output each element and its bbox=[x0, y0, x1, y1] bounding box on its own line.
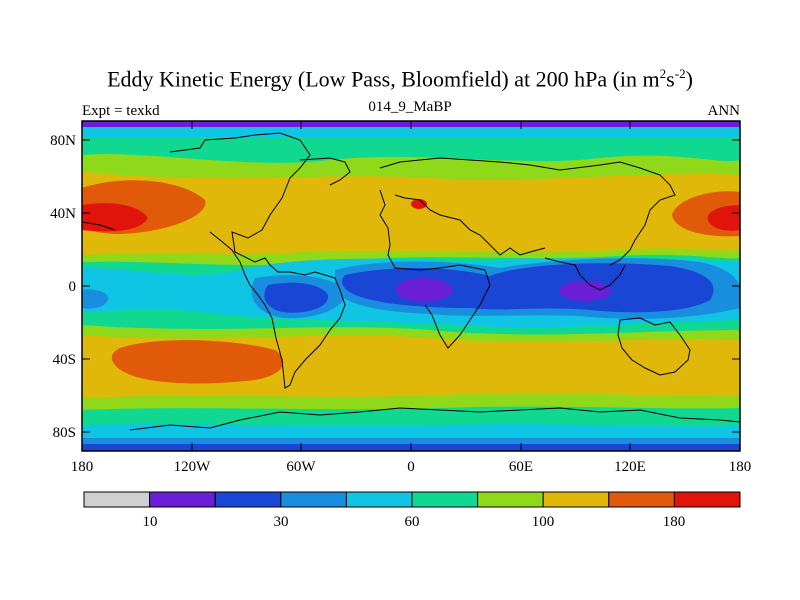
colorbar-swatch bbox=[477, 491, 544, 508]
lat-label-80n: 80N bbox=[50, 133, 76, 149]
colorbar-swatch bbox=[83, 491, 151, 508]
colorbar-swatch bbox=[149, 491, 216, 508]
map-title: Eddy Kinetic Energy (Low Pass, Bloomfiel… bbox=[107, 66, 693, 92]
lon-label-60e: 60E bbox=[509, 459, 533, 475]
colorbar-swatch bbox=[214, 491, 282, 508]
lat-label-40s: 40S bbox=[53, 352, 76, 368]
colorbar-label-10: 10 bbox=[143, 514, 158, 530]
lon-label-180w: 180 bbox=[71, 459, 94, 475]
lon-label-120w: 120W bbox=[174, 459, 212, 475]
energy-contour-field bbox=[82, 121, 740, 451]
colorbar-label-30: 30 bbox=[274, 514, 289, 530]
colorbar-swatch bbox=[542, 491, 610, 508]
colorbar-swatch bbox=[673, 491, 741, 508]
lon-label-180e: 180 bbox=[729, 459, 752, 475]
latitude-axis: 80N 40N 0 40S 80S bbox=[50, 133, 740, 441]
colorbar-swatch bbox=[345, 491, 413, 508]
experiment-label: Expt = texkd bbox=[82, 103, 160, 119]
map-subtitle: 014_9_MaBP bbox=[368, 99, 452, 115]
colorbar-swatch bbox=[411, 491, 479, 508]
lon-label-120e: 120E bbox=[614, 459, 646, 475]
lat-label-0: 0 bbox=[69, 279, 77, 295]
colorbar-label-100: 100 bbox=[532, 514, 555, 530]
lon-label-60w: 60W bbox=[286, 459, 316, 475]
colorbar-swatch bbox=[608, 491, 675, 508]
colorbar bbox=[83, 491, 741, 508]
lat-label-40n: 40N bbox=[50, 206, 76, 222]
lat-label-80s: 80S bbox=[53, 425, 76, 441]
season-label: ANN bbox=[707, 103, 741, 119]
longitude-axis: 180 120W 60W 0 60E 120E 180 bbox=[71, 121, 752, 475]
colorbar-label-60: 60 bbox=[405, 514, 420, 530]
coastline-outlines bbox=[82, 132, 740, 431]
colorbar-label-180: 180 bbox=[663, 514, 686, 530]
colorbar-swatch bbox=[280, 491, 347, 508]
colorbar-labels: 10 30 60 100 180 bbox=[143, 514, 686, 530]
lon-label-0: 0 bbox=[407, 459, 415, 475]
